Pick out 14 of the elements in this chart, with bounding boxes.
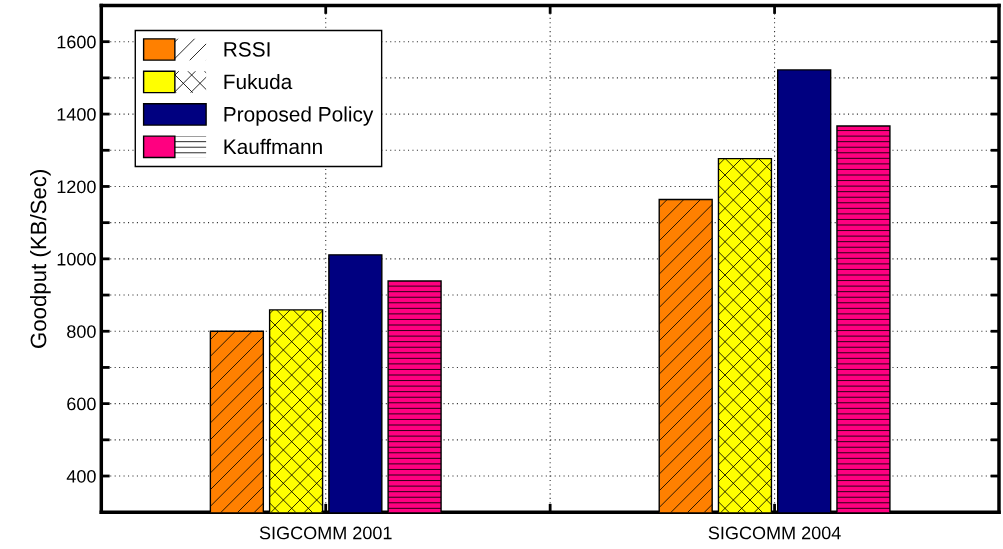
y-tick-label: 1600 xyxy=(57,35,96,49)
legend-label: Fukuda xyxy=(224,73,293,90)
y-tick-label: 400 xyxy=(66,469,96,483)
x-tick-label: SIGCOMM 2004 xyxy=(708,526,841,540)
y-tick-label: 1000 xyxy=(57,252,96,266)
legend-label: Proposed Policy xyxy=(224,106,374,126)
legend-label: RSSI xyxy=(224,41,270,57)
y-tick-label: 1200 xyxy=(57,180,96,194)
x-tick-label: SIGCOMM 2001 xyxy=(259,526,392,540)
y-axis-title: Goodput (KB/Sec) xyxy=(30,170,51,348)
y-tick-label: 600 xyxy=(67,397,96,411)
legend-label: Kauffmann xyxy=(224,138,322,155)
y-tick-label: 800 xyxy=(67,325,96,338)
y-tick-label: 1400 xyxy=(57,108,96,121)
